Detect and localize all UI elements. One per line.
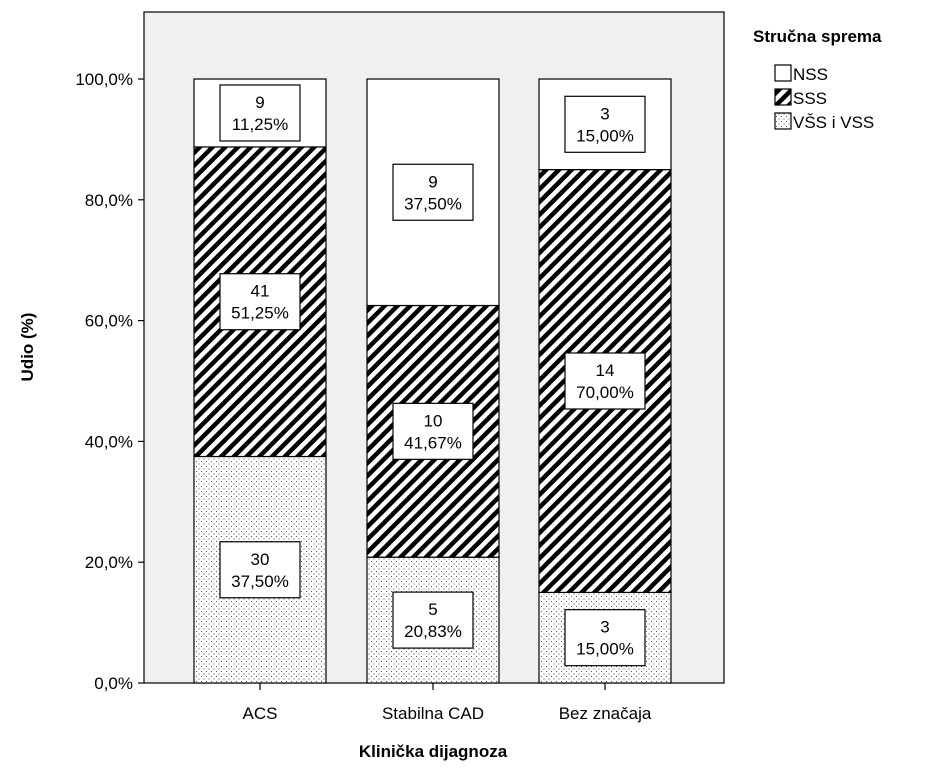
legend-swatch <box>774 64 792 82</box>
segment-label-box <box>219 273 301 331</box>
legend-label: NSS <box>793 65 828 84</box>
segment-label-box <box>392 402 474 460</box>
segment-label-box <box>564 95 646 153</box>
legend-swatch <box>774 88 792 106</box>
y-tick-label: 80,0% <box>85 191 133 210</box>
segment-count-label: 3 <box>600 618 609 637</box>
segment-label-box <box>564 609 646 667</box>
legend-swatch <box>774 112 792 130</box>
legend-label: SSS <box>793 89 827 108</box>
segment-count-label: 30 <box>251 550 270 569</box>
segment-count-label: 10 <box>424 411 443 430</box>
segment-percent-label: 70,00% <box>576 383 634 402</box>
x-tick-label: Bez značaja <box>559 704 652 723</box>
segment-label-box <box>219 84 301 142</box>
segment-labels-layer: 30 37,50% 41 51,25% 9 11,25% 5 20,83% 10 41,67% 9 3… <box>219 84 646 667</box>
segment-percent-label: 20,83% <box>404 622 462 641</box>
segment-percent-label: 11,25% <box>232 115 288 134</box>
segment-count-label: 14 <box>596 361 615 380</box>
segment-percent-label: 37,50% <box>231 572 289 591</box>
segment-count-label: 3 <box>600 104 609 123</box>
segment-percent-label: 37,50% <box>404 194 462 213</box>
segment-percent-label: 51,25% <box>231 304 289 323</box>
legend-label: VŠS i VSS <box>793 113 874 132</box>
segment-label-box <box>392 591 474 649</box>
segment-count-label: 5 <box>428 600 437 619</box>
y-tick-label: 60,0% <box>85 312 133 331</box>
y-axis-title: Udio (%) <box>18 313 37 382</box>
x-tick-label: ACS <box>243 704 278 723</box>
y-tick-label: 0,0% <box>94 674 133 693</box>
x-axis-title: Klinička dijagnoza <box>359 742 508 761</box>
segment-label-box <box>219 541 301 599</box>
legend: Stručna sprema NSS SSS VŠS i VSS <box>753 27 882 132</box>
x-tick-label: Stabilna CAD <box>382 704 484 723</box>
y-tick-label: 40,0% <box>85 432 133 451</box>
segment-percent-label: 41,67% <box>404 433 462 452</box>
axes-layer: 0,0% 20,0% 40,0% 60,0% 80,0% 100,0% ACS Stabiln… <box>75 70 652 723</box>
segment-count-label: 9 <box>428 172 437 191</box>
segment-percent-label: 15,00% <box>576 640 634 659</box>
y-tick-label: 100,0% <box>75 70 133 89</box>
legend-title: Stručna sprema <box>753 27 882 46</box>
y-tick-label: 20,0% <box>85 553 133 572</box>
bar-segment <box>538 591 672 684</box>
segment-percent-label: 15,00% <box>576 126 634 145</box>
segment-label-box <box>392 163 474 221</box>
segment-count-label: 9 <box>255 93 264 112</box>
segment-count-label: 41 <box>251 282 270 301</box>
segment-label-box <box>564 352 646 410</box>
